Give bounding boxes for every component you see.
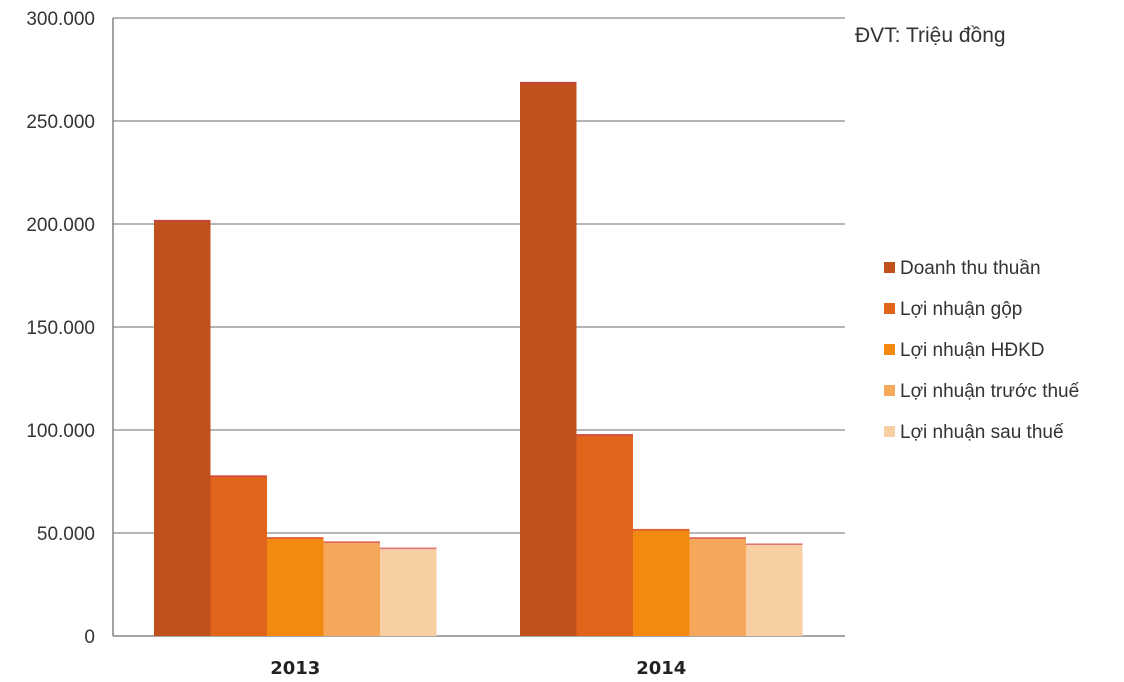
bar-2014-series-2 <box>576 434 633 636</box>
bar-2013-series-3 <box>267 537 324 636</box>
x-category-label: 2014 <box>636 658 686 679</box>
legend-swatch <box>884 344 895 355</box>
bar-2014-series-1 <box>520 81 577 637</box>
gridlines <box>113 17 845 534</box>
bar-2013-series-4 <box>323 541 380 636</box>
bar-2014-series-3 <box>633 528 690 636</box>
legend-label: Lợi nhuận sau thuế <box>900 422 1064 443</box>
legend-label: Lợi nhuận trước thuế <box>900 381 1080 402</box>
y-tick-label: 200.000 <box>26 215 95 236</box>
legend-swatch <box>884 303 895 314</box>
legend-swatch <box>884 262 895 273</box>
y-tick-label: 300.000 <box>26 9 95 30</box>
bar-2014-series-5 <box>746 543 803 636</box>
x-axis-labels: 2013 2014 <box>270 658 686 679</box>
y-tick-label: 0 <box>84 627 95 648</box>
legend-label: Lợi nhuận gộp <box>900 299 1022 320</box>
legend-label: Doanh thu thuần <box>900 258 1041 279</box>
bar-2013-series-5 <box>380 547 437 636</box>
legend: Doanh thu thuần Lợi nhuận gộp Lợi nhuận HĐ… <box>884 258 1080 443</box>
y-tick-label: 150.000 <box>26 318 95 339</box>
legend-swatch <box>884 426 895 437</box>
y-tick-label: 100.000 <box>26 421 95 442</box>
legend-label: Lợi nhuận HĐKD <box>900 340 1044 361</box>
bar-2014-series-4 <box>689 537 746 636</box>
bar-2013-series-2 <box>210 475 267 636</box>
y-tick-label: 250.000 <box>26 112 95 133</box>
x-category-label: 2013 <box>270 658 320 679</box>
bar-2013-series-1 <box>154 219 211 636</box>
legend-swatch <box>884 385 895 396</box>
y-tick-label: 50.000 <box>37 524 95 545</box>
bars <box>154 81 803 637</box>
y-axis-ticks: 0 50.000 100.000 150.000 200.000 250.000 300.0… <box>26 9 95 648</box>
unit-note: ĐVT: Triệu đồng <box>855 24 1006 47</box>
